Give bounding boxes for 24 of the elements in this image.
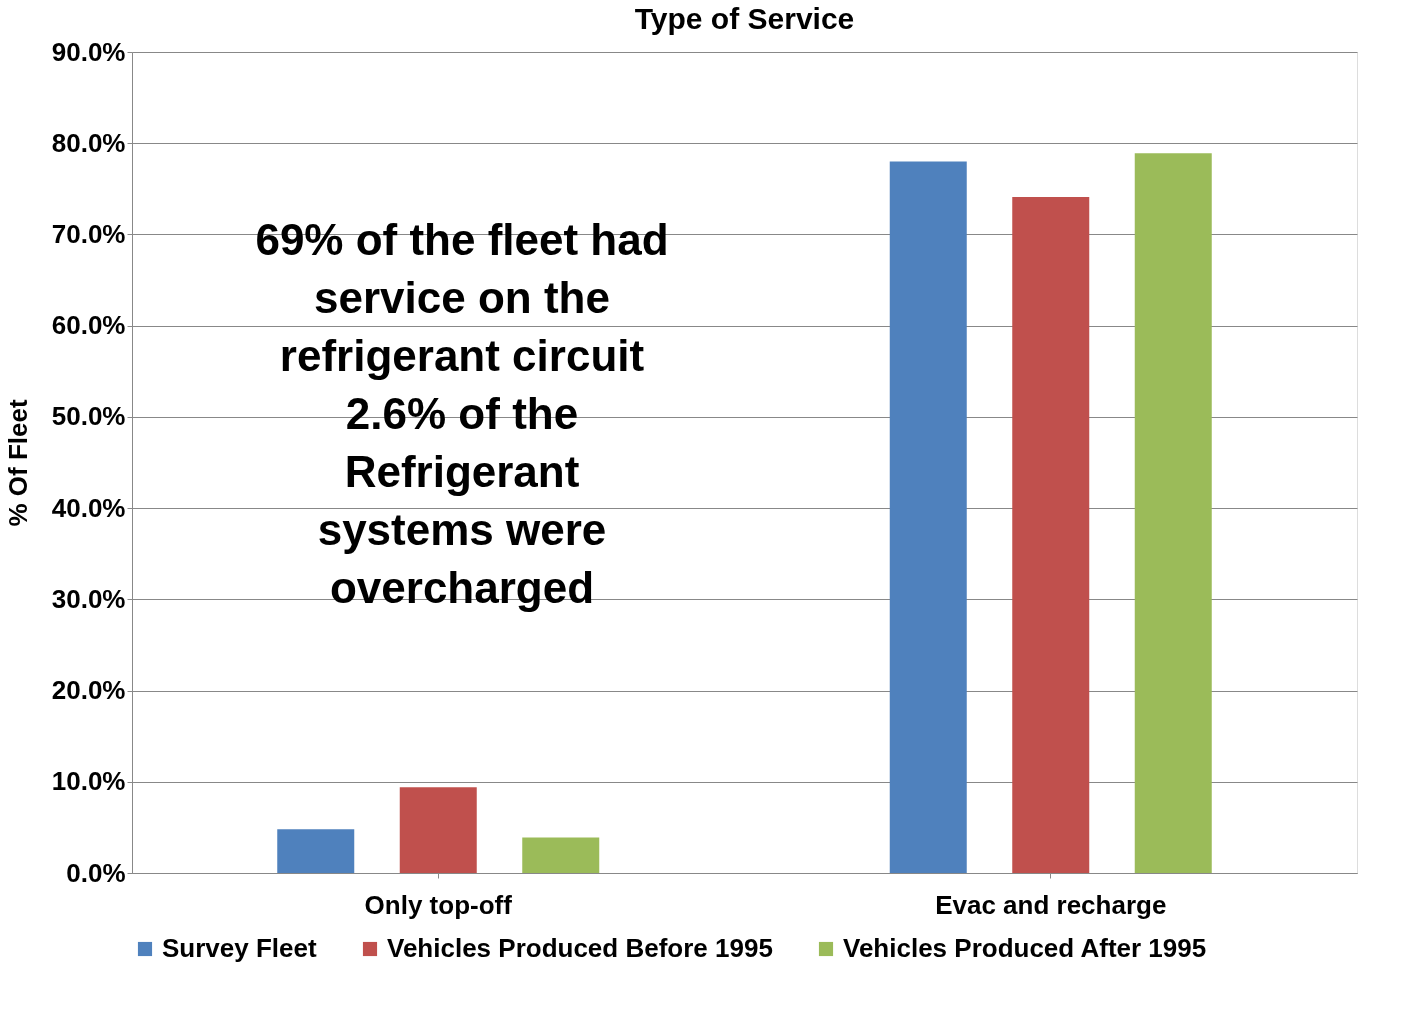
chart-title: Type of Service: [634, 2, 855, 35]
y-tick-label: 80.0%: [51, 127, 126, 158]
bar: [1134, 153, 1212, 873]
bar: [522, 837, 600, 873]
y-tick-label: 90.0%: [51, 36, 126, 67]
y-tick-label: 70.0%: [51, 218, 126, 249]
legend-label: Vehicles Produced Before 1995: [387, 933, 773, 963]
bar: [1012, 197, 1090, 873]
y-axis-title: % Of Fleet: [2, 399, 33, 527]
y-tick-label: 60.0%: [51, 310, 126, 341]
x-tick-label: Only top-off: [364, 889, 513, 920]
y-tick-label: 20.0%: [51, 675, 126, 706]
y-tick-label: 50.0%: [51, 401, 126, 432]
bar: [277, 829, 355, 873]
y-tick-label: 0.0%: [66, 857, 126, 888]
legend-label: Vehicles Produced After 1995: [843, 933, 1207, 963]
bar: [399, 787, 477, 873]
bar: [889, 161, 967, 873]
annotation: 69% of the fleet had service on the refrigerant circuit 2.6% of the Refrigerant systems were overcharged: [255, 215, 669, 612]
legend-label: Survey Fleet: [162, 933, 317, 963]
x-tick-label: Evac and recharge: [935, 889, 1167, 920]
y-tick-label: 30.0%: [51, 583, 126, 614]
y-tick-label: 10.0%: [51, 766, 126, 797]
y-tick-label: 40.0%: [51, 492, 126, 523]
